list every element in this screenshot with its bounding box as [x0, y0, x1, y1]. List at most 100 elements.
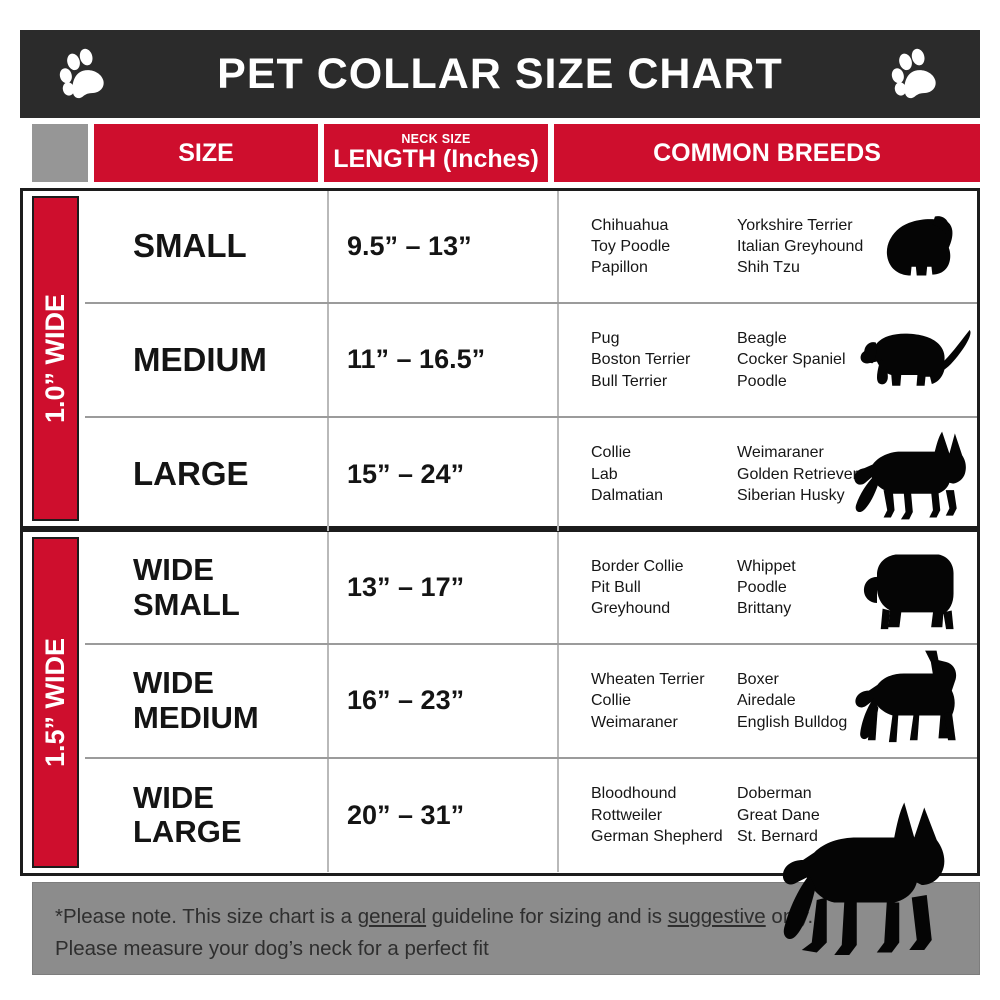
group-label-1-0-wide: 1.0” WIDE: [32, 196, 79, 521]
table-row[interactable]: MEDIUM 11” – 16.5” Pug Boston Terrier Bu…: [85, 304, 977, 418]
breed-column-2: Doberman Great Dane St. Bernard: [737, 783, 867, 847]
breed-item: Weimaraner: [737, 444, 824, 462]
group-rows: SMALL 9.5” – 13” Chihuahua Toy Poodle Pa…: [85, 191, 977, 531]
footer-text-c: only.: [765, 905, 814, 928]
breed-item: Whippet: [737, 557, 796, 575]
breed-item: Dalmatian: [591, 487, 664, 505]
column-header-length-label: LENGTH (Inches): [333, 145, 539, 174]
footer-text-a: *Please note. This size chart is a: [55, 905, 358, 928]
column-header-breeds-label: COMMON BREEDS: [653, 138, 881, 167]
size-name-line1: WIDE: [133, 779, 214, 815]
breed-item: Papillon: [591, 259, 648, 277]
cell-common-breeds: Collie Lab Dalmatian Weimaraner Golden R…: [559, 418, 977, 531]
table-row[interactable]: SMALL 9.5” – 13” Chihuahua Toy Poodle Pa…: [85, 191, 977, 305]
pet-collar-size-chart: PET COLLAR SIZE CHART SIZE NECK SIZE LEN…: [20, 30, 980, 975]
page-title: PET COLLAR SIZE CHART: [217, 49, 783, 98]
breed-item: Collie: [591, 444, 632, 462]
breed-item: Golden Retriever: [737, 465, 858, 483]
cell-size: WIDE LARGE: [85, 758, 329, 872]
footer-text-b: guideline for sizing and is: [426, 905, 668, 928]
breed-item: Airedale: [737, 692, 796, 710]
breed-column-1: Chihuahua Toy Poodle Papillon: [591, 215, 709, 279]
cell-common-breeds: Chihuahua Toy Poodle Papillon Yorkshire …: [559, 191, 977, 302]
breed-item: Chihuahua: [591, 216, 669, 234]
size-name-line2: LARGE: [133, 814, 242, 850]
size-table-body: 1.0” WIDE SMALL 9.5” – 13” Chihuahua Toy…: [20, 188, 980, 876]
footer-line-2: Please measure your dog’s neck for a per…: [55, 936, 489, 960]
breed-item: Poodle: [737, 578, 787, 596]
header-corner-cell: [32, 124, 88, 182]
breed-column-2: Boxer Airedale English Bulldog: [737, 669, 867, 733]
breed-item: Great Dane: [737, 806, 820, 824]
footer-line-1: *Please note. This size chart is a gener…: [55, 901, 957, 933]
table-row[interactable]: WIDE LARGE 20” – 31” Bloodhound Rottweil…: [85, 758, 977, 872]
size-name: LARGE: [133, 454, 249, 492]
column-header-length: NECK SIZE LENGTH (Inches): [324, 124, 548, 182]
breed-item: German Shepherd: [591, 828, 723, 846]
size-name: SMALL: [133, 227, 247, 265]
group-rows: WIDE SMALL 13” – 17” Border Collie Pit B…: [85, 532, 977, 873]
column-header-row: SIZE NECK SIZE LENGTH (Inches) COMMON BR…: [20, 124, 980, 182]
breed-column-1: Wheaten Terrier Collie Weimaraner: [591, 669, 709, 733]
size-group-1-0-wide: 1.0” WIDE SMALL 9.5” – 13” Chihuahua Toy…: [23, 191, 977, 532]
breed-item: Poodle: [737, 372, 787, 390]
breed-column-1: Bloodhound Rottweiler German Shepherd: [591, 783, 723, 847]
table-row[interactable]: LARGE 15” – 24” Collie Lab Dalmatian Wei…: [85, 417, 977, 531]
cell-neck-length: 20” – 31”: [329, 758, 559, 872]
footer-note: *Please note. This size chart is a gener…: [32, 882, 980, 975]
breed-item: Cocker Spaniel: [737, 351, 846, 369]
group-label-1-5-wide: 1.5” WIDE: [32, 537, 79, 868]
size-group-1-5-wide: 1.5” WIDE WIDE SMALL 13” – 17” Border Co…: [23, 532, 977, 873]
breed-column-1: Collie Lab Dalmatian: [591, 442, 709, 506]
cell-size: LARGE: [85, 417, 329, 531]
breed-item: Boxer: [737, 670, 779, 688]
paw-print-icon: [891, 48, 936, 99]
size-name-line1: WIDE: [133, 665, 214, 701]
cell-common-breeds: Pug Boston Terrier Bull Terrier Beagle C…: [559, 304, 977, 415]
table-row[interactable]: WIDE SMALL 13” – 17” Border Collie Pit B…: [85, 532, 977, 646]
group-label-text: 1.0” WIDE: [40, 293, 70, 424]
breed-item: Collie: [591, 692, 632, 710]
breed-item: Yorkshire Terrier: [737, 216, 853, 234]
column-header-breeds: COMMON BREEDS: [554, 124, 980, 182]
footer-underline-suggestive: suggestive: [667, 905, 766, 928]
breed-item: Pit Bull: [591, 578, 641, 596]
breed-item: Beagle: [737, 329, 787, 347]
size-name-line2: SMALL: [133, 586, 240, 622]
breed-item: Lab: [591, 465, 618, 483]
size-name-line2: MEDIUM: [133, 699, 259, 735]
breed-item: Italian Greyhound: [737, 237, 864, 255]
breed-column-2: Whippet Poodle Brittany: [737, 556, 867, 620]
cell-common-breeds: Bloodhound Rottweiler German Shepherd Do…: [559, 759, 977, 872]
cell-size: WIDE MEDIUM: [85, 645, 329, 757]
breed-item: St. Bernard: [737, 828, 818, 846]
breed-item: Boston Terrier: [591, 351, 691, 369]
cell-common-breeds: Wheaten Terrier Collie Weimaraner Boxer …: [559, 645, 977, 756]
group-label-text: 1.5” WIDE: [40, 637, 70, 768]
cell-size: MEDIUM: [85, 304, 329, 416]
column-header-size: SIZE: [94, 124, 318, 182]
breed-item: Siberian Husky: [737, 487, 845, 505]
cell-neck-length: 13” – 17”: [329, 532, 559, 644]
breed-item: Rottweiler: [591, 806, 663, 824]
breed-item: English Bulldog: [737, 713, 848, 731]
breed-column-2: Weimaraner Golden Retriever Siberian Hus…: [737, 442, 867, 506]
cell-size: WIDE SMALL: [85, 532, 329, 644]
footer-underline-general: general: [357, 905, 427, 928]
column-header-length-sub: NECK SIZE: [401, 132, 471, 147]
table-row[interactable]: WIDE MEDIUM 16” – 23” Wheaten Terrier Co…: [85, 645, 977, 759]
breed-item: Wheaten Terrier: [591, 670, 705, 688]
breed-item: Bull Terrier: [591, 372, 668, 390]
breed-column-1: Pug Boston Terrier Bull Terrier: [591, 328, 709, 392]
column-header-size-label: SIZE: [178, 138, 234, 167]
small-fluffy-dog-silhouette: [886, 216, 953, 276]
cell-neck-length: 16” – 23”: [329, 645, 559, 757]
breed-item: Greyhound: [591, 600, 671, 618]
beagle-silhouette: [860, 329, 971, 386]
cell-common-breeds: Border Collie Pit Bull Greyhound Whippet…: [559, 532, 977, 643]
breed-column-2: Yorkshire Terrier Italian Greyhound Shih…: [737, 215, 867, 279]
breed-item: Weimaraner: [591, 713, 678, 731]
breed-column-2: Beagle Cocker Spaniel Poodle: [737, 328, 867, 392]
size-name-line1: WIDE: [133, 551, 214, 587]
breed-item: Border Collie: [591, 557, 684, 575]
